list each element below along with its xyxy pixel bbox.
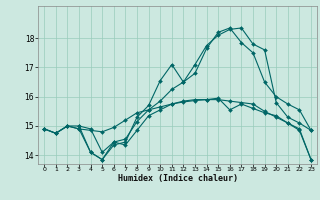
- X-axis label: Humidex (Indice chaleur): Humidex (Indice chaleur): [118, 174, 238, 183]
